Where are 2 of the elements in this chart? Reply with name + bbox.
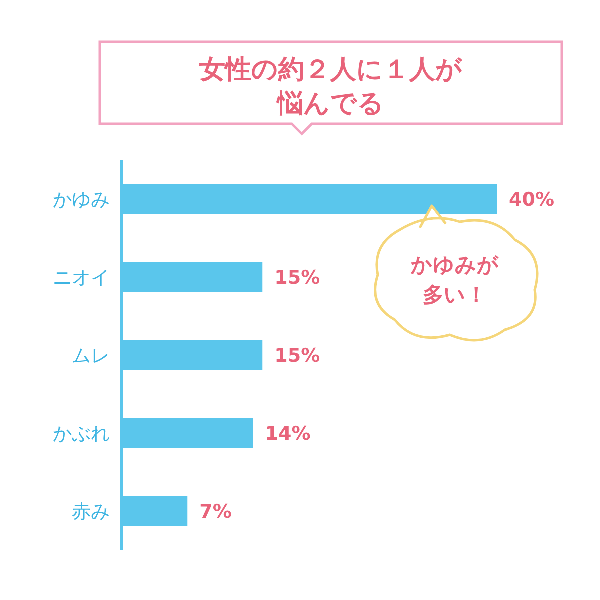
annotation: かゆみが多い！ <box>411 253 499 307</box>
title: 女性の約２人に１人が悩んでる <box>200 55 462 119</box>
